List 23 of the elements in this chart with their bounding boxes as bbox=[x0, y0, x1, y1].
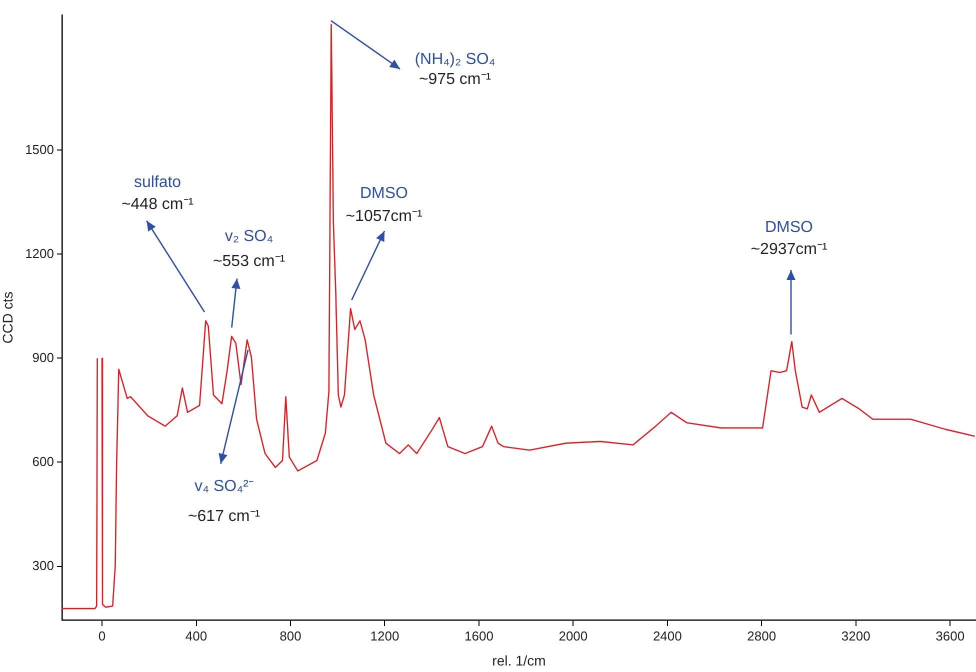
x-tick-label: 0 bbox=[98, 628, 106, 644]
annotation: (NH₄)₂ SO₄ ~975 cm⁻¹ bbox=[414, 51, 496, 88]
x-tick-label: 1200 bbox=[370, 628, 400, 644]
y-tick-label: 600 bbox=[32, 454, 54, 469]
x-tick-label: 3600 bbox=[936, 628, 965, 644]
y-tick-label: 900 bbox=[32, 350, 54, 365]
x-tick-label: 2000 bbox=[558, 628, 588, 644]
annotation: v₄ SO₄²⁻ ~617 cm⁻¹ bbox=[188, 478, 260, 525]
y-tick-label: 1200 bbox=[25, 246, 54, 261]
x-tick-label: 1600 bbox=[464, 628, 494, 644]
x-tick-label: 2400 bbox=[652, 628, 682, 644]
y-tick-label: 1500 bbox=[25, 142, 54, 157]
x-tick-label: 800 bbox=[280, 628, 302, 644]
annotation: v₂ SO₄ ~553 cm⁻¹ bbox=[212, 228, 286, 270]
annotation: DMSO ~1057cm⁻¹ bbox=[346, 185, 422, 225]
annotation: DMSO ~2937cm⁻¹ bbox=[750, 219, 828, 258]
x-axis-title: rel. 1/cm bbox=[492, 652, 546, 668]
x-tick-label: 400 bbox=[185, 628, 208, 644]
annotation: sulfato ~448 cm⁻¹ bbox=[121, 174, 194, 213]
y-axis-title: CCD cts bbox=[0, 291, 16, 344]
x-tick-label: 2800 bbox=[747, 628, 776, 644]
y-tick-label: 300 bbox=[32, 558, 54, 573]
x-tick-label: 3200 bbox=[841, 628, 870, 644]
